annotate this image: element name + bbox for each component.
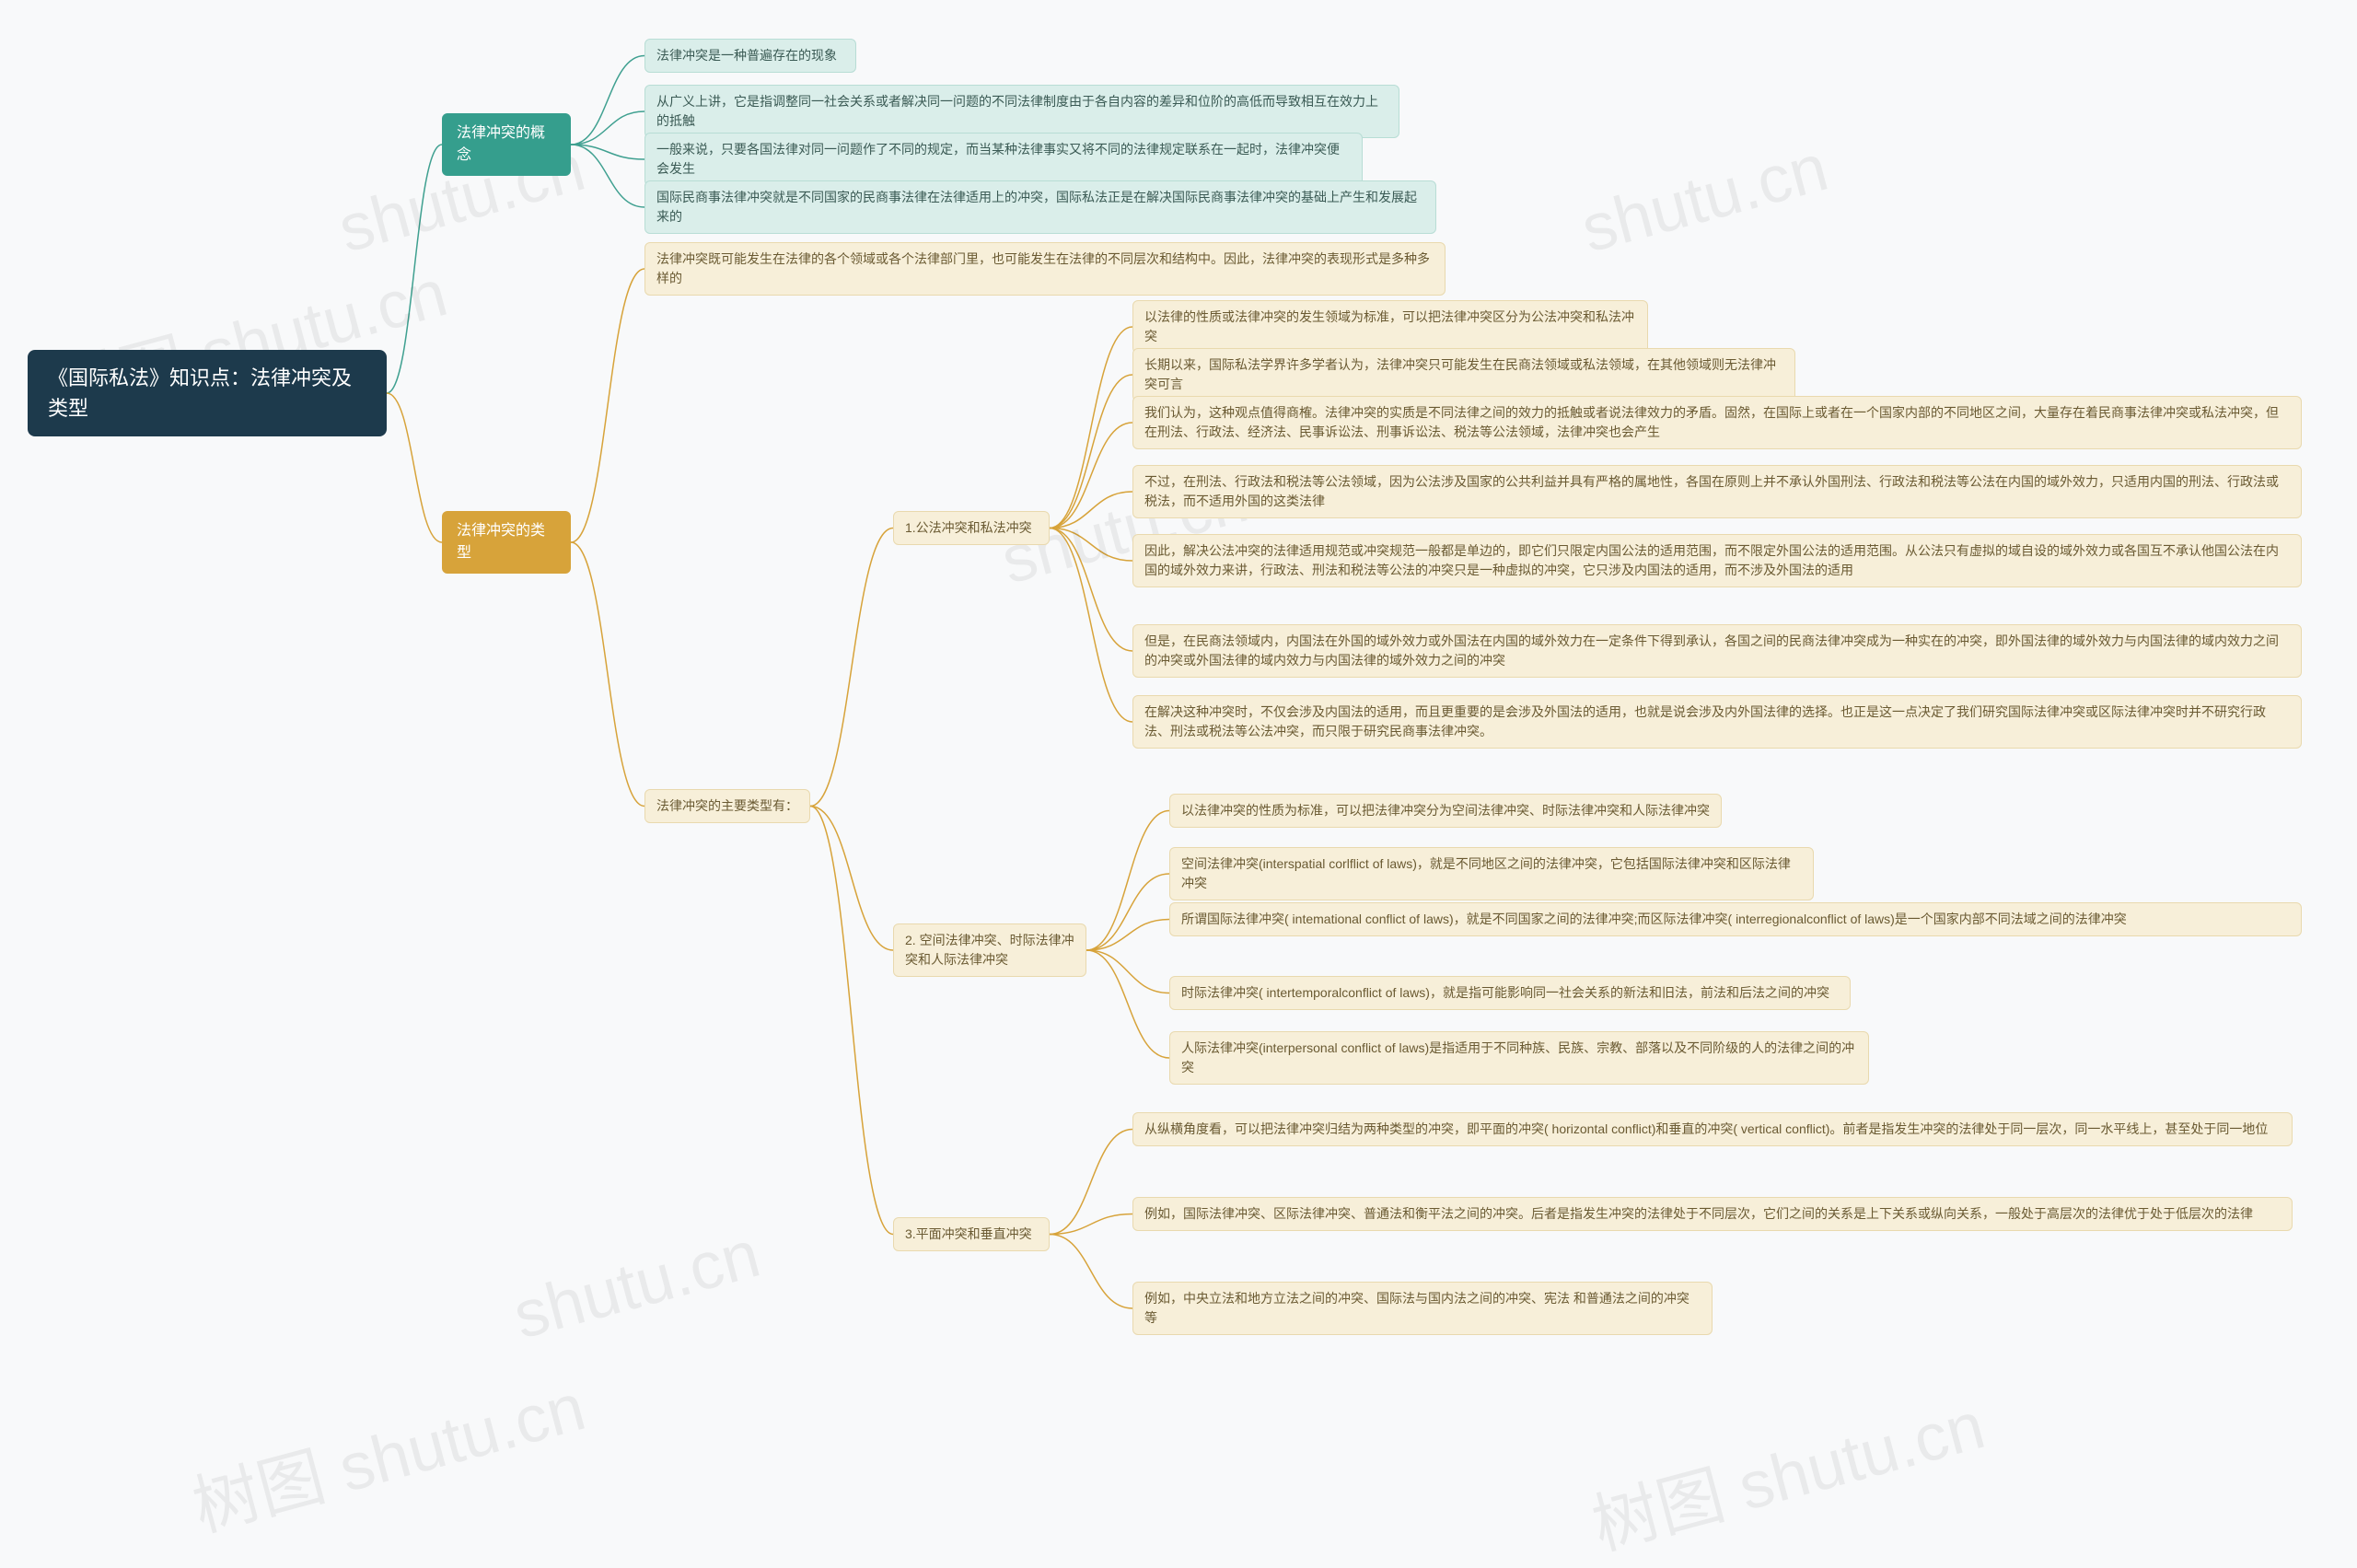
concept-leaf[interactable]: 国际民商事法律冲突就是不同国家的民商事法律在法律适用上的冲突，国际私法正是在解决… [644,180,1436,234]
type-detail[interactable]: 例如，国际法律冲突、区际法律冲突、普通法和衡平法之间的冲突。后者是指发生冲突的法… [1132,1197,2293,1231]
type-detail[interactable]: 但是，在民商法领域内，内国法在外国的域外效力或外国法在内国的域外效力在一定条件下… [1132,624,2302,678]
type-detail[interactable]: 以法律冲突的性质为标准，可以把法律冲突分为空间法律冲突、时际法律冲突和人际法律冲… [1169,794,1722,828]
watermark: shutu.cn [1573,130,1835,268]
concept-leaf[interactable]: 法律冲突是一种普遍存在的现象 [644,39,856,73]
main-types-node[interactable]: 法律冲突的主要类型有： [644,789,810,823]
type-category[interactable]: 3.平面冲突和垂直冲突 [893,1217,1050,1251]
type-detail[interactable]: 我们认为，这种观点值得商榷。法律冲突的实质是不同法律之间的效力的抵触或者说法律效… [1132,396,2302,449]
type-detail[interactable]: 例如，中央立法和地方立法之间的冲突、国际法与国内法之间的冲突、宪法 和普通法之间… [1132,1282,1713,1335]
type-detail[interactable]: 时际法律冲突( intertemporalconflict of laws)，就… [1169,976,1851,1010]
watermark: 树图 shutu.cn [180,1353,594,1550]
type-detail[interactable]: 在解决这种冲突时，不仅会涉及内国法的适用，而且更重要的是会涉及外国法的适用，也就… [1132,695,2302,749]
branch-types[interactable]: 法律冲突的类型 [442,511,571,574]
concept-leaf[interactable]: 一般来说，只要各国法律对同一问题作了不同的规定，而当某种法律事实又将不同的法律规… [644,133,1363,186]
type-detail[interactable]: 所谓国际法律冲突( intemational conflict of laws)… [1169,902,2302,936]
watermark: shutu.cn [505,1216,767,1354]
type-detail[interactable]: 以法律的性质或法律冲突的发生领域为标准，可以把法律冲突区分为公法冲突和私法冲突 [1132,300,1648,354]
type-detail[interactable]: 人际法律冲突(interpersonal conflict of laws)是指… [1169,1031,1869,1085]
type-detail[interactable]: 因此，解决公法冲突的法律适用规范或冲突规范一般都是单边的，即它们只限定内国公法的… [1132,534,2302,587]
type-detail[interactable]: 从纵横角度看，可以把法律冲突归结为两种类型的冲突，即平面的冲突( horizon… [1132,1112,2293,1146]
type-category[interactable]: 1.公法冲突和私法冲突 [893,511,1050,545]
type-detail[interactable]: 空间法律冲突(interspatial corlflict of laws)，就… [1169,847,1814,900]
branch-types-intro[interactable]: 法律冲突既可能发生在法律的各个领域或各个法律部门里，也可能发生在法律的不同层次和… [644,242,1446,296]
root-node[interactable]: 《国际私法》知识点：法律冲突及类型 [28,350,387,436]
type-detail[interactable]: 长期以来，国际私法学界许多学者认为，法律冲突只可能发生在民商法领域或私法领域，在… [1132,348,1795,401]
watermark: 树图 shutu.cn [1580,1371,1993,1568]
mindmap-canvas: 树图 shutu.cnshutu.cnshutu.cn树图 shutu.cnsh… [0,0,2357,1551]
type-detail[interactable]: 不过，在刑法、行政法和税法等公法领域，因为公法涉及国家的公共利益并具有严格的属地… [1132,465,2302,518]
type-category[interactable]: 2. 空间法律冲突、时际法律冲突和人际法律冲突 [893,923,1086,977]
concept-leaf[interactable]: 从广义上讲，它是指调整同一社会关系或者解决同一问题的不同法律制度由于各自内容的差… [644,85,1399,138]
branch-concept[interactable]: 法律冲突的概念 [442,113,571,176]
